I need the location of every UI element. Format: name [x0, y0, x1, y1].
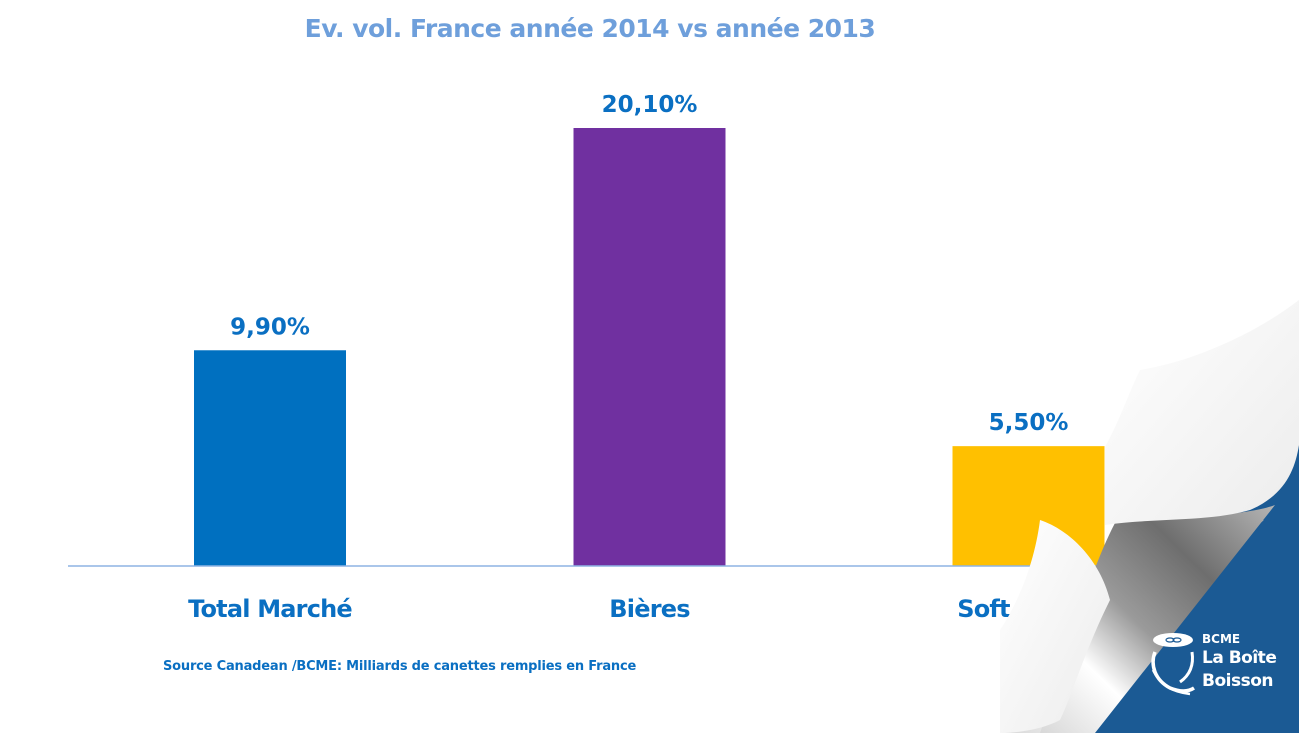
logo-brand-small: BCME [1202, 632, 1241, 646]
bar-bi-res [573, 128, 726, 566]
bcme-logo: BCME La Boîte Boisson [1150, 630, 1290, 710]
bar-soft-drinks [952, 446, 1105, 566]
can-logo-icon [1151, 633, 1195, 696]
logo-line-2: Boisson [1202, 671, 1273, 691]
chart-title: Ev. vol. France année 2014 vs année 2013 [304, 14, 876, 43]
source-note: Source Canadean /BCME: Milliards de cane… [163, 659, 637, 674]
category-label: Bières [609, 595, 690, 623]
data-label: 20,10% [602, 92, 698, 118]
category-label: Total Marché [188, 595, 352, 623]
category-label: Soft Drinks [957, 595, 1100, 623]
data-label: 5,50% [989, 410, 1069, 436]
bar-total-march- [194, 350, 346, 566]
bars-group [194, 128, 1105, 566]
data-label: 9,90% [230, 314, 310, 340]
logo-line-1: La Boîte [1202, 648, 1277, 668]
